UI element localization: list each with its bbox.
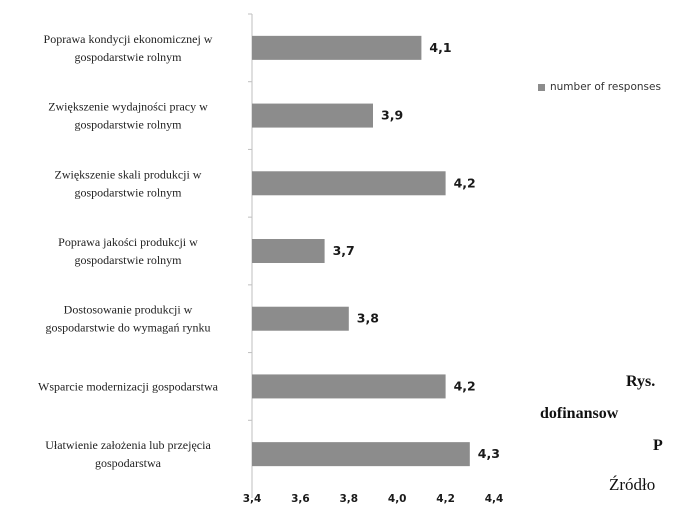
category-label-2: gospodarstwie rolnym bbox=[75, 118, 183, 132]
category-label-3: Zwiększenie skali produkcji w bbox=[55, 167, 202, 181]
bar-2 bbox=[252, 103, 373, 128]
data-label-7: 4,3 bbox=[478, 446, 500, 461]
category-label-4: gospodarstwie rolnym bbox=[75, 253, 183, 267]
cutoff-caption-text-3: P bbox=[653, 437, 663, 454]
category-label-7: Ułatwienie założenia lub przejęcia bbox=[45, 438, 211, 452]
cutoff-source-text: Źródło bbox=[609, 475, 656, 494]
bar-7 bbox=[252, 442, 470, 467]
category-label-4: Poprawa jakości produkcji w bbox=[58, 235, 198, 249]
category-label-1: gospodarstwie rolnym bbox=[75, 50, 183, 64]
data-label-4: 3,7 bbox=[333, 243, 355, 258]
x-tick-label: 4,0 bbox=[388, 493, 407, 505]
bar-4 bbox=[252, 239, 325, 263]
category-label-5: Dostosowanie produkcji w bbox=[64, 303, 193, 317]
legend-swatch bbox=[538, 83, 545, 91]
data-label-1: 4,1 bbox=[429, 40, 451, 55]
category-label-7: gospodarstwa bbox=[95, 456, 162, 470]
category-label-6: Wsparcie modernizacji gospodarstwa bbox=[38, 379, 219, 393]
x-tick-label: 3,4 bbox=[243, 493, 262, 505]
bar-5 bbox=[252, 306, 349, 331]
x-tick-label: 4,2 bbox=[436, 493, 455, 505]
data-label-6: 4,2 bbox=[454, 378, 476, 393]
data-label-3: 4,2 bbox=[454, 175, 476, 190]
category-label-1: Poprawa kondycji ekonomicznej w bbox=[44, 32, 213, 46]
cutoff-caption-text-1: Rys. bbox=[626, 373, 656, 390]
bar-3 bbox=[252, 171, 446, 196]
data-label-5: 3,8 bbox=[357, 311, 379, 326]
x-tick-label: 3,8 bbox=[339, 493, 358, 505]
bar-1 bbox=[252, 35, 422, 60]
legend: number of responses bbox=[538, 81, 661, 93]
category-label-3: gospodarstwie rolnym bbox=[75, 185, 183, 199]
category-label-2: Zwiększenie wydajności pracy w bbox=[48, 100, 208, 114]
x-tick-label: 3,6 bbox=[291, 493, 310, 505]
category-label-5: gospodarstwie do wymagań rynku bbox=[46, 321, 211, 335]
cutoff-caption-text-2: dofinansow bbox=[540, 405, 619, 422]
bar-6 bbox=[252, 374, 446, 399]
legend-label: number of responses bbox=[550, 81, 661, 93]
x-tick-label: 4,4 bbox=[485, 493, 504, 505]
data-label-2: 3,9 bbox=[381, 108, 403, 123]
